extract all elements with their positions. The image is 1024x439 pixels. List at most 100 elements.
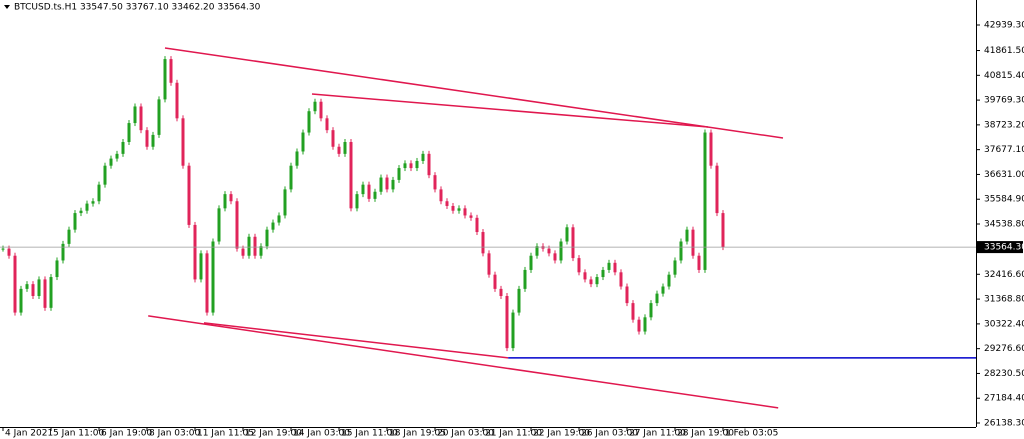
candle-body (571, 227, 575, 259)
candle-body (133, 106, 137, 124)
candle-body (535, 246, 539, 256)
candle-body (451, 205, 455, 211)
candle-body (85, 203, 89, 211)
candle-body (13, 255, 17, 313)
candle-body (667, 274, 671, 287)
x-tick-label: 15 Jan 11:00 (341, 429, 398, 439)
y-tick-label: 39769.30 (984, 96, 1024, 106)
candle-body (481, 232, 485, 254)
candle-body (217, 208, 221, 242)
candle-body (505, 295, 509, 349)
candle-body (37, 279, 41, 296)
candle-body (61, 243, 65, 261)
y-tick-label: 30322.40 (984, 319, 1024, 329)
candle-body (487, 253, 491, 275)
x-tick-label: 11 Jan 11:05 (197, 429, 254, 439)
candle-body (7, 248, 11, 256)
candle-body (619, 272, 623, 287)
candle-body (589, 279, 593, 285)
candle-body (565, 227, 569, 242)
candle-body (433, 175, 437, 190)
y-tick-label: 38723.20 (984, 120, 1024, 130)
candle-body (319, 101, 323, 119)
y-tick-label: 31368.80 (984, 295, 1024, 305)
menu-arrow[interactable] (4, 5, 10, 9)
candle-body (283, 189, 287, 216)
candle-body (697, 255, 701, 270)
candle-body (511, 312, 515, 349)
candle-body (655, 293, 659, 304)
candle-body (211, 241, 215, 313)
trend-line (203, 322, 509, 359)
candle-body (385, 177, 389, 190)
candle-body (175, 82, 179, 119)
trend-line (164, 47, 784, 139)
x-tick-label: 1 Feb 03:05 (725, 429, 778, 439)
candle-body (91, 201, 95, 204)
y-tick-label: 41861.50 (984, 46, 1024, 56)
candle-body (73, 213, 77, 230)
x-tick-label: 27 Jan 11:00 (629, 429, 686, 439)
candle-body (379, 177, 383, 192)
candle-body (493, 274, 497, 289)
candle-body (145, 130, 149, 147)
candle-body (307, 111, 311, 133)
candle-body (607, 262, 611, 270)
candle-body (31, 284, 35, 296)
x-tick-label: 26 Jan 03:00 (581, 429, 638, 439)
candle-body (661, 286, 665, 294)
candle-body (337, 146, 341, 154)
candle-body (421, 153, 425, 161)
candle-body (679, 241, 683, 261)
candle-body (355, 194, 359, 209)
candle-body (361, 184, 365, 195)
candle-body (271, 222, 275, 230)
candle-body (1, 248, 5, 250)
candle-body (43, 279, 47, 308)
candle-body (163, 59, 167, 100)
candle-body (139, 106, 143, 131)
current-price-label: 33564.30 (984, 243, 1024, 253)
x-tick-label: 14 Jan 03:00 (293, 429, 350, 439)
candle-body (577, 258, 581, 273)
x-tick-label: 6 Jan 19:00 (101, 429, 153, 439)
candle-body (253, 236, 257, 256)
candle-body (277, 215, 281, 223)
y-tick-label: 28230.50 (984, 369, 1024, 379)
candle-body (709, 132, 713, 166)
y-tick-label: 40815.40 (984, 71, 1024, 81)
x-tick-label: 5 Jan 11:00 (53, 429, 105, 439)
candle-body (703, 132, 707, 270)
candle-body (649, 303, 653, 318)
y-tick-label: 29276.60 (984, 344, 1024, 354)
y-tick-label: 37677.10 (984, 145, 1024, 155)
candle-body (265, 229, 269, 247)
candle-body (469, 215, 473, 218)
candle-body (241, 248, 245, 256)
candle-body (373, 191, 377, 199)
candle-body (79, 210, 83, 214)
candle-body (409, 163, 413, 169)
candle-body (109, 158, 113, 166)
y-tick-label: 26138.30 (984, 419, 1024, 429)
candle-body (691, 229, 695, 256)
candle-body (343, 142, 347, 154)
candle-body (445, 201, 449, 206)
candle-body (331, 130, 335, 147)
candle-body (289, 165, 293, 190)
candle-body (721, 213, 725, 248)
candle-body (637, 319, 641, 332)
candle-body (631, 303, 635, 320)
candle-body (475, 217, 479, 233)
candle-body (67, 229, 71, 244)
x-tick-label: 21 Jan 11:00 (485, 429, 542, 439)
x-tick-label: 20 Jan 03:00 (437, 429, 494, 439)
candle-body (325, 118, 329, 131)
candle-body (121, 142, 125, 154)
y-tick-label: 35584.90 (984, 195, 1024, 205)
y-tick-label: 34538.80 (984, 220, 1024, 230)
trend-line (311, 93, 709, 128)
candle-body (223, 194, 227, 209)
candle-body (583, 272, 587, 280)
